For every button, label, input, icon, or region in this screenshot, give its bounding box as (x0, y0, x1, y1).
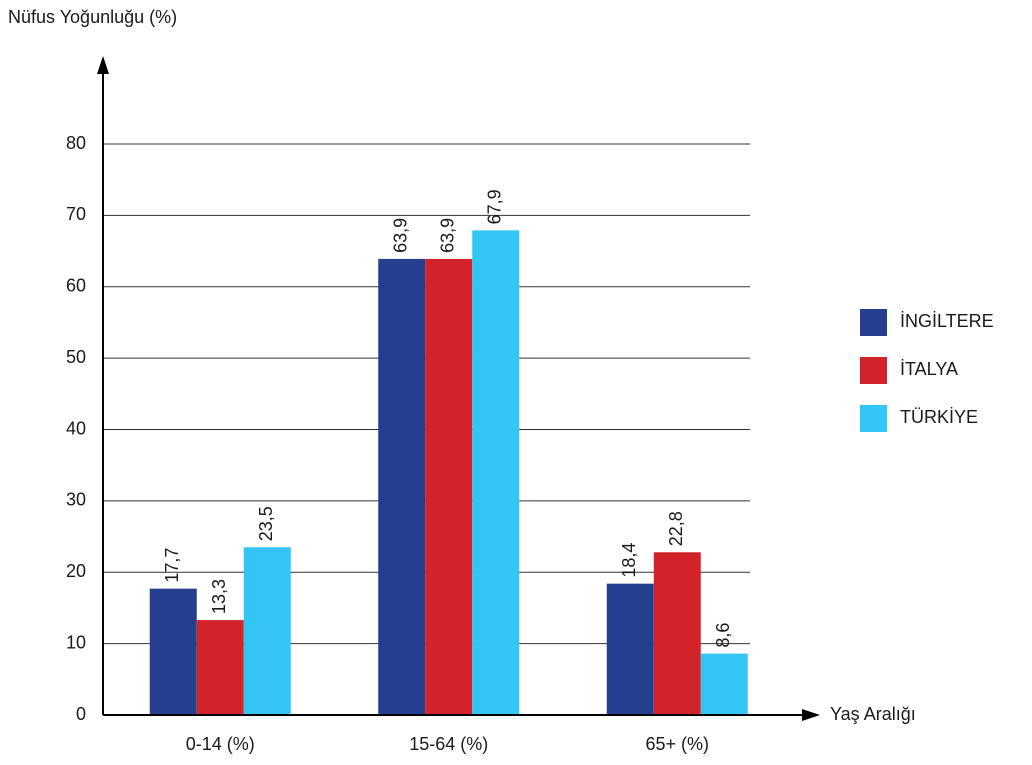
bar (472, 230, 520, 715)
legend-label: İTALYA (900, 359, 958, 379)
value-label: 22,8 (666, 511, 686, 546)
x-tick-label: 15-64 (%) (409, 734, 488, 754)
y-axis-label: Nüfus Yoğunluğu (%) (8, 7, 177, 27)
y-tick-label: 0 (76, 704, 86, 724)
value-label: 18,4 (619, 543, 639, 578)
bar (653, 552, 701, 715)
legend-label: TÜRKİYE (900, 407, 978, 427)
value-label: 63,9 (391, 218, 411, 253)
bar (606, 583, 654, 715)
y-tick-label: 10 (66, 632, 86, 652)
value-label: 8,6 (713, 623, 733, 648)
y-tick-label: 70 (66, 204, 86, 224)
y-tick-label: 30 (66, 490, 86, 510)
legend-label: İNGİLTERE (900, 311, 994, 331)
x-axis-arrow (802, 709, 820, 721)
x-axis-label: Yaş Aralığı (830, 704, 916, 724)
bar (243, 547, 291, 715)
bar (149, 588, 197, 715)
legend-swatch (860, 309, 887, 336)
bar (378, 258, 426, 715)
x-tick-label: 0-14 (%) (186, 734, 255, 754)
bar (700, 653, 748, 715)
y-tick-label: 40 (66, 418, 86, 438)
value-label: 67,9 (485, 189, 505, 224)
x-tick-label: 65+ (%) (645, 734, 709, 754)
y-tick-label: 50 (66, 347, 86, 367)
y-axis-arrow (97, 56, 109, 74)
y-tick-label: 20 (66, 561, 86, 581)
value-label: 63,9 (438, 218, 458, 253)
legend-swatch (860, 405, 887, 432)
legend-swatch (860, 357, 887, 384)
value-label: 23,5 (256, 506, 276, 541)
value-label: 17,7 (162, 548, 182, 583)
bar (425, 258, 473, 715)
value-label: 13,3 (209, 579, 229, 614)
bars (149, 230, 748, 715)
bar (196, 620, 244, 715)
y-tick-label: 80 (66, 133, 86, 153)
y-tick-label: 60 (66, 276, 86, 296)
